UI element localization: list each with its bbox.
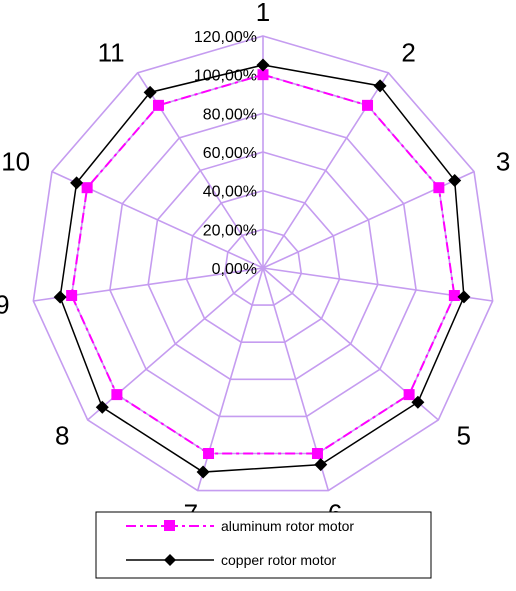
legend-label-copper: copper rotor motor (221, 552, 336, 568)
data-point (403, 389, 415, 401)
data-point (143, 85, 157, 99)
data-point (53, 290, 67, 304)
grid-ring (109, 112, 417, 418)
category-label-3: 3 (496, 147, 510, 177)
data-point (457, 290, 471, 304)
data-point (203, 448, 215, 460)
data-point (433, 182, 445, 194)
data-point (373, 79, 387, 93)
legend: aluminum rotor motor copper rotor motor (95, 511, 432, 579)
grid-ring (185, 189, 341, 344)
data-point (257, 69, 269, 81)
radial-tick-label: 120,00% (194, 29, 257, 46)
radar-grid (32, 35, 494, 492)
data-point (362, 99, 374, 111)
legend-marker-aluminum (164, 520, 175, 531)
data-point (196, 465, 210, 479)
legend-box (95, 511, 432, 579)
legend-marker-copper (164, 554, 176, 566)
legend-label-aluminum: aluminum rotor motor (221, 518, 354, 534)
grid-ring (32, 35, 494, 492)
data-point (448, 173, 462, 187)
radial-tick-labels: 0,00% 20,00% 40,00% 60,00% 80,00% 100,00% 120,… (194, 29, 257, 278)
radial-tick-label: 40,00% (203, 184, 257, 201)
radial-tick-label: 80,00% (203, 106, 257, 123)
series-layer (53, 58, 471, 479)
series-1 (53, 58, 471, 479)
radial-tick-label: 60,00% (203, 145, 257, 162)
radial-tick-label: 100,00% (194, 68, 257, 85)
series-0 (66, 69, 460, 460)
category-label-11: 11 (98, 38, 125, 68)
category-label-10: 10 (1, 147, 30, 177)
category-label-2: 2 (401, 38, 415, 68)
data-point (314, 458, 328, 472)
category-label-8: 8 (55, 421, 69, 451)
category-label-9: 9 (0, 289, 10, 319)
data-point (81, 182, 93, 194)
data-point (66, 290, 78, 302)
data-point (448, 290, 460, 302)
data-point (311, 448, 323, 460)
data-point (411, 395, 425, 409)
grid-ring (70, 73, 456, 455)
radial-tick-label: 0,00% (212, 261, 257, 278)
data-point (70, 176, 84, 190)
data-point (95, 400, 109, 414)
category-label-1: 1 (256, 0, 270, 27)
category-label-5: 5 (456, 421, 470, 451)
radial-tick-label: 20,00% (203, 222, 257, 239)
data-point (152, 99, 164, 111)
data-point (111, 389, 123, 401)
data-point (256, 58, 270, 72)
grid-ring (223, 228, 303, 306)
grid-ring (147, 151, 379, 381)
series-line (59, 64, 465, 473)
